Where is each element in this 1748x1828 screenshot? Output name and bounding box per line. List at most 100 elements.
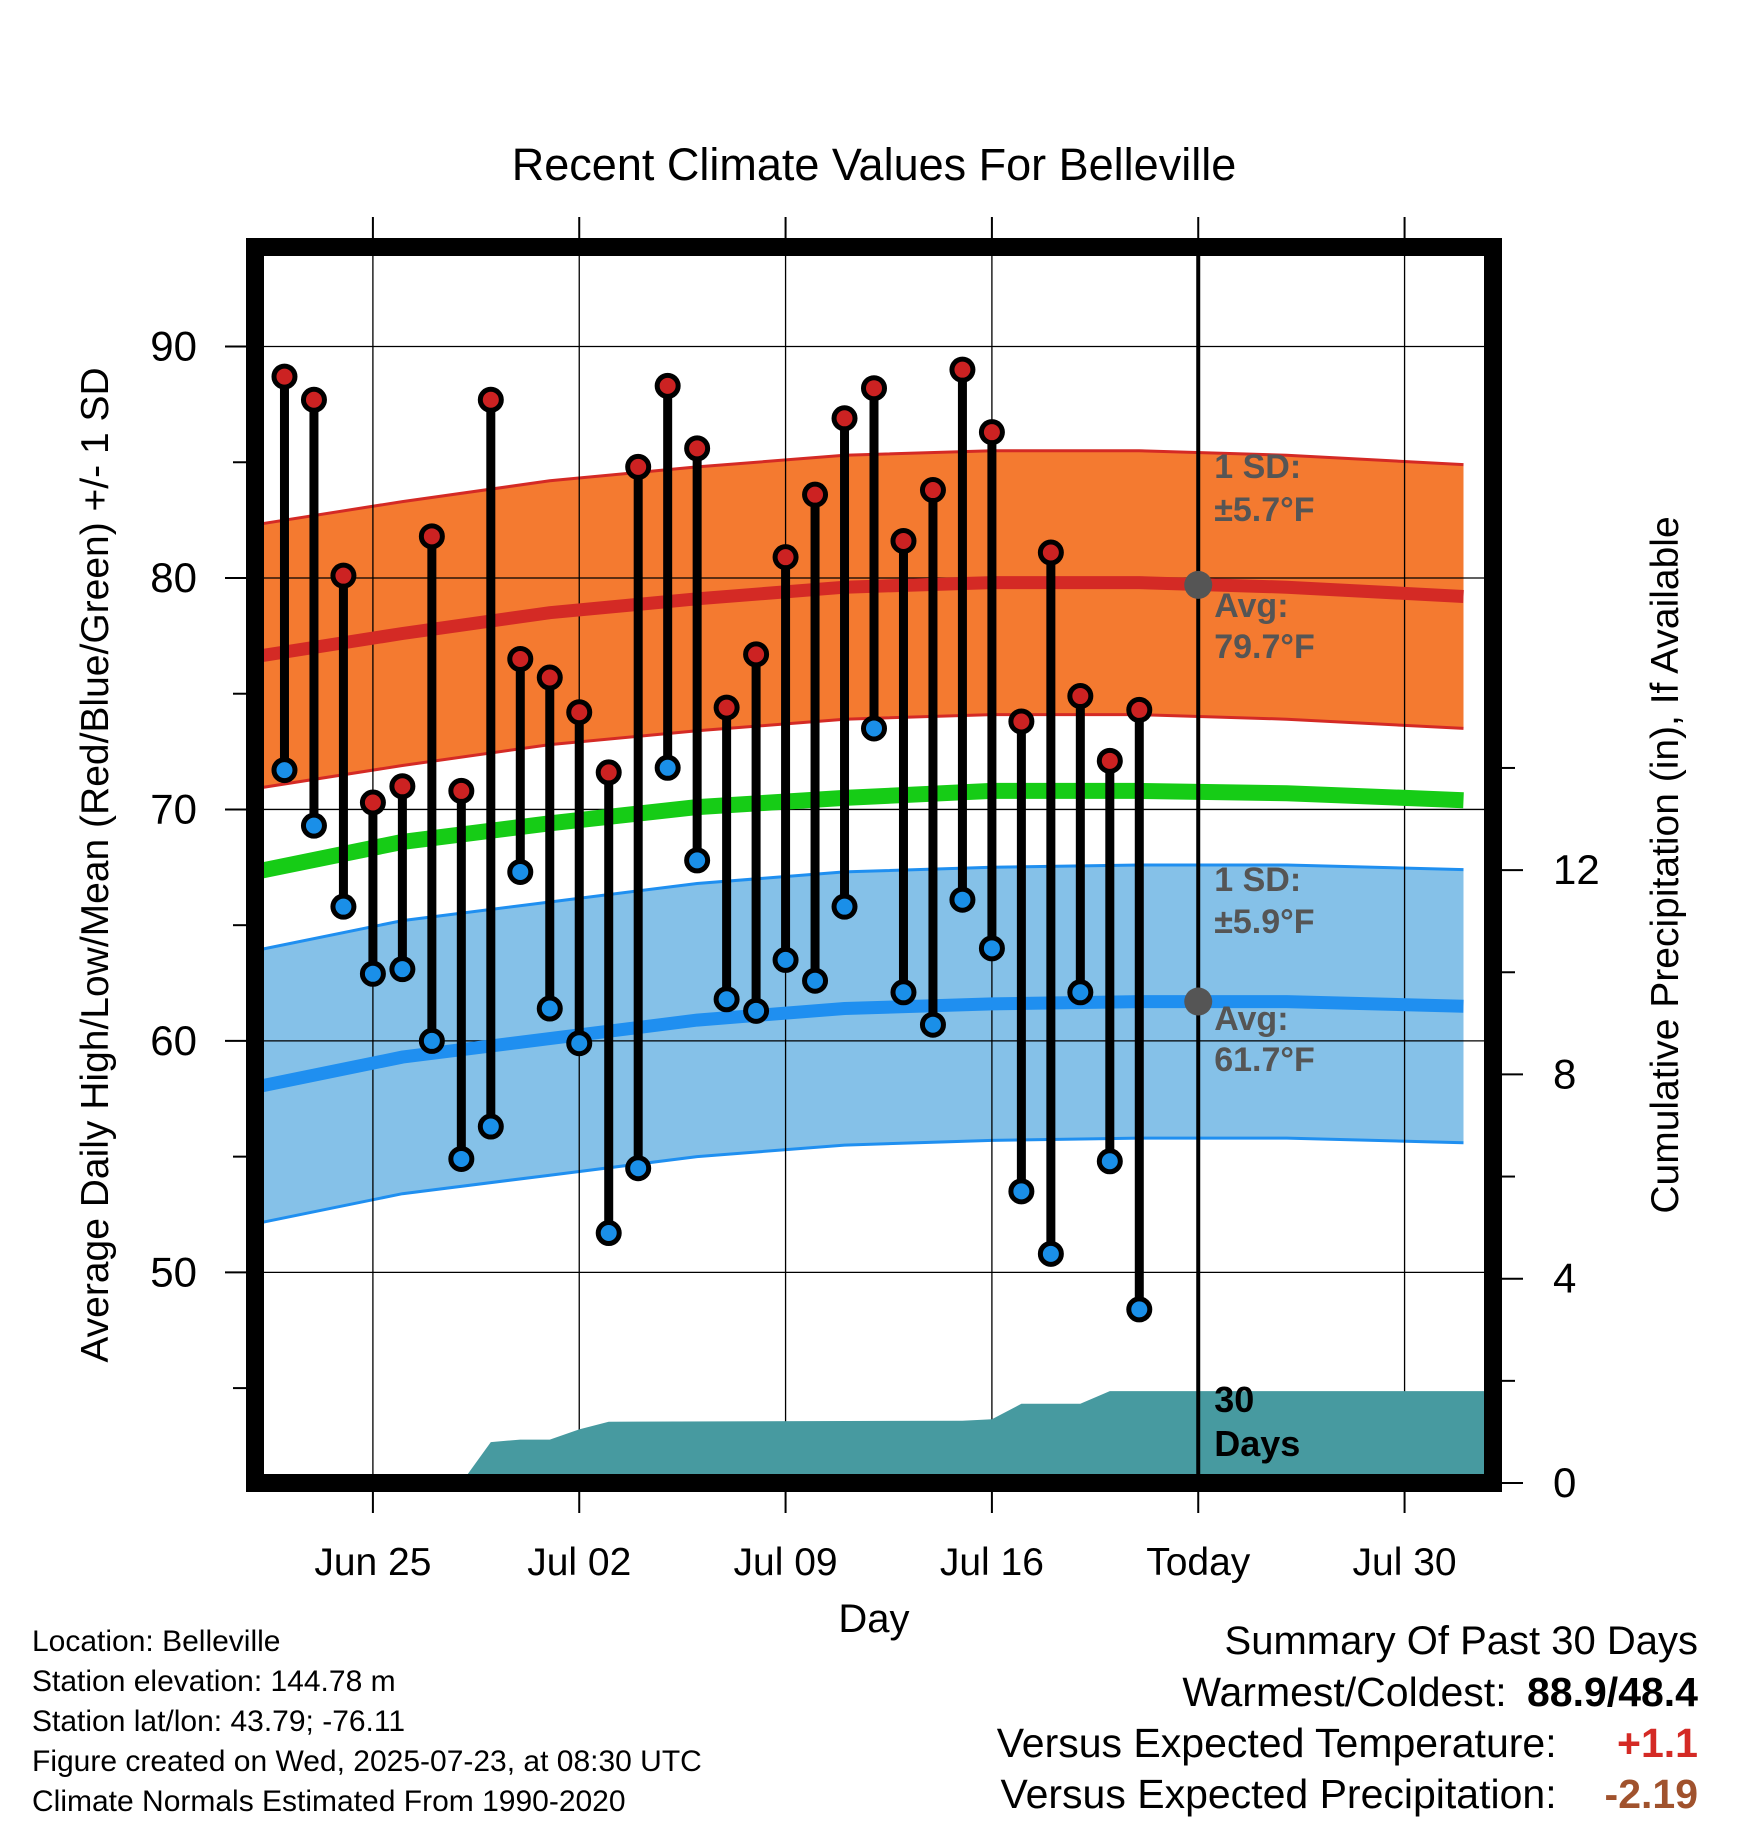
- y-tick-label-right: 8: [1553, 1050, 1576, 1097]
- daily-low-point: [978, 935, 1005, 962]
- y-tick-label-right: 4: [1553, 1255, 1576, 1302]
- daily-high-point: [566, 699, 593, 726]
- high-avg-marker: [1184, 570, 1213, 599]
- station-info: Location: Belleville Station elevation: …: [32, 1622, 932, 1822]
- high-sd-band: [255, 450, 1464, 789]
- daily-low-point: [713, 986, 740, 1013]
- daily-low-point: [389, 956, 416, 983]
- daily-high-point: [978, 419, 1005, 446]
- daily-high-point: [743, 641, 770, 668]
- daily-low-point: [330, 893, 357, 920]
- warm-cold-row: Warmest/Coldest: 88.9/48.4: [997, 1667, 1698, 1718]
- daily-high-point: [802, 481, 829, 508]
- summary-panel: Summary Of Past 30 Days Warmest/Coldest:…: [997, 1616, 1698, 1820]
- daily-high-point: [1008, 708, 1035, 735]
- x-tick-label: Jul 30: [1353, 1541, 1457, 1584]
- daily-high-point: [1037, 539, 1064, 566]
- plot-frame: [246, 238, 1502, 1492]
- temp-row: Versus Expected Temperature: +1.1: [997, 1718, 1698, 1769]
- x-tick-label: Jul 09: [734, 1541, 838, 1584]
- y-tick-label-right: 12: [1553, 846, 1600, 893]
- cumulative-precip-area: [255, 1391, 1493, 1483]
- daily-low-point: [477, 1113, 504, 1140]
- x-tick-label: Jul 02: [527, 1541, 631, 1584]
- daily-low-point: [772, 946, 799, 973]
- daily-high-point: [949, 356, 976, 383]
- daily-high-point: [507, 646, 534, 672]
- low-avg-value: 61.7°F: [1214, 1041, 1315, 1079]
- x-tick-label: Jul 16: [940, 1541, 1044, 1584]
- daily-high-point: [389, 773, 416, 800]
- temp-label: Versus Expected Temperature:: [996, 1720, 1557, 1766]
- daily-low-point: [890, 979, 917, 1006]
- y-tick-label-left: 90: [150, 323, 197, 370]
- y-tick-label-left: 80: [150, 554, 197, 601]
- low-sd-band: [255, 865, 1464, 1224]
- daily-low-point: [654, 754, 681, 781]
- precipitation-area: [255, 1391, 1493, 1483]
- daily-low-point: [536, 995, 563, 1022]
- daily-low-point: [1037, 1240, 1064, 1267]
- daily-low-point: [300, 812, 327, 839]
- daily-high-point: [654, 372, 681, 399]
- warm-cold-label: Warmest/Coldest:: [1182, 1669, 1507, 1715]
- daily-high-point: [536, 664, 563, 691]
- daily-high-point: [595, 759, 622, 786]
- daily-high-point: [300, 386, 327, 413]
- elevation-text: Station elevation: 144.78 m: [32, 1665, 396, 1698]
- daily-low-point: [566, 1030, 593, 1057]
- daily-low-point: [1067, 979, 1094, 1006]
- daily-high-point: [448, 777, 475, 804]
- daily-high-point: [359, 789, 386, 816]
- daily-high-point: [890, 527, 917, 554]
- precip-row: Versus Expected Precipitation: -2.19: [997, 1769, 1699, 1820]
- high-avg-label: Avg:: [1214, 587, 1288, 625]
- daily-high-point: [477, 386, 504, 413]
- daily-high-point: [1126, 696, 1153, 723]
- period-label-unit: Days: [1214, 1423, 1300, 1464]
- daily-high-point: [919, 477, 946, 504]
- low-sd-label: 1 SD:: [1214, 861, 1301, 899]
- daily-low-point: [919, 1011, 946, 1038]
- y-axis-label-left: Average Daily High/Low/Mean (Red/Blue/Gr…: [74, 367, 117, 1362]
- daily-points: [271, 356, 1153, 1323]
- sd-bands: [254, 449, 1464, 1226]
- daily-low-point: [1126, 1296, 1153, 1323]
- daily-high-point: [330, 562, 357, 589]
- daily-low-point: [595, 1220, 622, 1247]
- daily-low-point: [448, 1145, 475, 1172]
- created-text: Figure created on Wed, 2025-07-23, at 08…: [32, 1745, 702, 1778]
- daily-high-point: [418, 523, 445, 550]
- y-axis-label-right: Cumulative Precipitation (in), If Availa…: [1644, 516, 1687, 1213]
- y-tick-label-left: 50: [150, 1248, 197, 1295]
- daily-high-point: [684, 435, 711, 462]
- daily-range-stems: [279, 369, 1144, 1310]
- y-tick-label-left: 60: [150, 1017, 197, 1064]
- high-avg-value: 79.7°F: [1214, 628, 1315, 666]
- temp-value: +1.1: [1617, 1720, 1698, 1766]
- daily-low-point: [418, 1027, 445, 1054]
- daily-low-point: [1008, 1178, 1035, 1205]
- daily-high-point: [625, 453, 652, 480]
- daily-low-point: [831, 893, 858, 920]
- daily-low-point: [684, 847, 711, 874]
- low-avg-marker: [1184, 987, 1213, 1016]
- daily-low-point: [743, 997, 770, 1024]
- daily-low-point: [949, 886, 976, 913]
- daily-low-point: [359, 960, 386, 987]
- daily-high-point: [772, 544, 799, 571]
- normal-low-line: [253, 995, 1464, 1094]
- low-avg-label: Avg:: [1214, 1000, 1288, 1038]
- high-sd-value: ±5.7°F: [1214, 491, 1314, 529]
- x-axis-label: Day: [838, 1597, 909, 1641]
- y-tick-label-right: 0: [1553, 1459, 1576, 1506]
- location-text: Location: Belleville: [32, 1625, 281, 1658]
- low-sd-lower-edge: [254, 1136, 1464, 1226]
- daily-high-point: [1096, 747, 1123, 774]
- warm-cold-value: 88.9/48.4: [1527, 1669, 1698, 1715]
- daily-high-point: [713, 694, 740, 721]
- daily-high-point: [861, 375, 887, 402]
- daily-high-point: [271, 363, 298, 390]
